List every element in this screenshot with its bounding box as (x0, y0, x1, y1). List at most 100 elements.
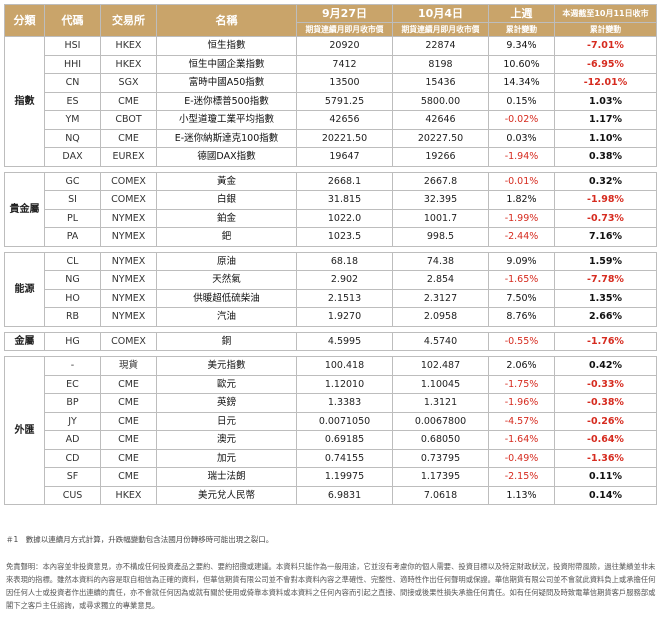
table-row: HO NYMEX 供暖超低硫柴油 2.1513 2.3127 7.50% 1.35% (5, 288, 657, 308)
table-row: SI COMEX 白銀 31.815 32.395 1.82% -1.98% (5, 190, 657, 210)
name-cell: 恒生指數 (156, 36, 297, 56)
table-row: AD CME 澳元 0.69185 0.68050 -1.64% -0.64% (5, 430, 657, 450)
price-sep27-cell: 20920 (296, 36, 393, 56)
last-week-change-cell: -2.44% (488, 227, 555, 247)
table-row: DAX EUREX 德國DAX指數 19647 19266 -1.94% 0.38% (5, 147, 657, 167)
price-sep27-cell: 1023.5 (296, 227, 393, 247)
exchange-cell: CME (100, 374, 157, 394)
price-oct4-cell: 8198 (392, 54, 489, 74)
code-cell: PL (44, 208, 101, 228)
footnote: ＃1 數據以連續月方式計算，升跌幅變動包含法國月份轉移時可能出現之裂口。 (6, 535, 274, 544)
table-row: HHI HKEX 恒生中國企業指數 7412 8198 10.60% -6.95% (5, 54, 657, 74)
this-week-change-cell: 2.66% (554, 307, 657, 327)
last-week-change-cell: 8.76% (488, 307, 555, 327)
group-label: 指數 (4, 36, 45, 167)
price-sep27-cell: 7412 (296, 54, 393, 74)
exchange-cell: COMEX (100, 171, 157, 191)
price-sep27-cell: 68.18 (296, 251, 393, 271)
this-week-change-cell: -12.01% (554, 73, 657, 93)
this-week-change-cell: -0.26% (554, 411, 657, 431)
this-week-change-cell: 0.38% (554, 147, 657, 167)
price-oct4-cell: 5800.00 (392, 91, 489, 111)
table-row: 貴金屬 GC COMEX 黃金 2668.1 2667.8 -0.01% 0.32% (4, 171, 657, 247)
last-week-change-cell: 1.82% (488, 190, 555, 210)
last-week-change-cell: 2.06% (488, 356, 555, 376)
price-oct4-cell: 74.38 (392, 251, 489, 271)
this-week-change-cell: -1.36% (554, 448, 657, 468)
this-week-change-cell: 0.14% (554, 485, 657, 505)
name-cell: E-迷你納斯達克100指數 (156, 128, 297, 148)
header-name: 名稱 (156, 4, 297, 37)
last-week-change-cell: -0.55% (488, 331, 555, 351)
this-week-change-cell: 7.16% (554, 227, 657, 247)
table-row: EC CME 歐元 1.12010 1.10045 -1.75% -0.33% (5, 374, 657, 394)
price-oct4-cell: 42646 (392, 110, 489, 130)
exchange-cell: CME (100, 448, 157, 468)
price-oct4-cell: 0.68050 (392, 430, 489, 450)
price-sep27-cell: 1.9270 (296, 307, 393, 327)
exchange-cell: COMEX (100, 331, 157, 351)
last-week-change-cell: -1.99% (488, 208, 555, 228)
code-cell: HO (44, 288, 101, 308)
table-row: YM CBOT 小型道瓊工業平均指數 42656 42646 -0.02% 1.17% (5, 110, 657, 130)
exchange-cell: CME (100, 467, 157, 487)
price-sep27-cell: 6.9831 (296, 485, 393, 505)
group-label: 能源 (4, 251, 45, 327)
code-cell: BP (44, 393, 101, 413)
price-sep27-cell: 20221.50 (296, 128, 393, 148)
price-oct4-cell: 20227.50 (392, 128, 489, 148)
table-row: PA NYMEX 鈀 1023.5 998.5 -2.44% 7.16% (5, 227, 657, 247)
exchange-cell: HKEX (100, 54, 157, 74)
this-week-change-cell: 1.59% (554, 251, 657, 271)
last-week-change-cell: 10.60% (488, 54, 555, 74)
price-sep27-cell: 1.12010 (296, 374, 393, 394)
header-date1-sub: 期貨連續月即月收市價 (296, 22, 393, 37)
table-header: 分類 代碼 交易所 名稱 9月27日 10月4日 上週 本週截至10月11日收市… (4, 4, 657, 37)
price-sep27-cell: 2.902 (296, 270, 393, 290)
last-week-change-cell: 9.09% (488, 251, 555, 271)
header-this-week: 本週截至10月11日收市 (554, 4, 657, 23)
price-sep27-cell: 1.19975 (296, 467, 393, 487)
price-oct4-cell: 102.487 (392, 356, 489, 376)
exchange-cell: CBOT (100, 110, 157, 130)
price-oct4-cell: 1.10045 (392, 374, 489, 394)
table-row: 金屬 HG COMEX 銅 4.5995 4.5740 -0.55% -1.76% (4, 331, 657, 351)
last-week-change-cell: 0.15% (488, 91, 555, 111)
price-sep27-cell: 2.1513 (296, 288, 393, 308)
exchange-cell: CME (100, 430, 157, 450)
this-week-change-cell: 1.10% (554, 128, 657, 148)
last-week-change-cell: -2.15% (488, 467, 555, 487)
price-sep27-cell: 2668.1 (296, 171, 393, 191)
price-oct4-cell: 19266 (392, 147, 489, 167)
exchange-cell: CME (100, 91, 157, 111)
name-cell: 瑞士法朗 (156, 467, 297, 487)
group-label: 外匯 (4, 356, 45, 505)
code-cell: HSI (44, 36, 101, 56)
header-code: 代碼 (44, 4, 101, 37)
price-oct4-cell: 1.17395 (392, 467, 489, 487)
name-cell: 白銀 (156, 190, 297, 210)
this-week-change-cell: -1.98% (554, 190, 657, 210)
last-week-change-cell: 0.03% (488, 128, 555, 148)
exchange-cell: NYMEX (100, 227, 157, 247)
this-week-change-cell: -0.33% (554, 374, 657, 394)
last-week-change-cell: -4.57% (488, 411, 555, 431)
disclaimer: 免責聲明：本內容並非投資意見，亦不構成任何投資產品之要約、要約招攬或建議。本資料… (6, 562, 656, 610)
code-cell: SI (44, 190, 101, 210)
price-sep27-cell: 0.74155 (296, 448, 393, 468)
name-cell: 富時中國A50指數 (156, 73, 297, 93)
last-week-change-cell: -1.65% (488, 270, 555, 290)
table-row: JY CME 日元 0.0071050 0.0067800 -4.57% -0.26% (5, 411, 657, 431)
name-cell: 澳元 (156, 430, 297, 450)
this-week-change-cell: -0.38% (554, 393, 657, 413)
code-cell: YM (44, 110, 101, 130)
exchange-cell: COMEX (100, 190, 157, 210)
price-oct4-cell: 0.73795 (392, 448, 489, 468)
table-row: CN SGX 富時中國A50指數 13500 15436 14.34% -12.01% (5, 73, 657, 93)
header-date2: 10月4日 (392, 4, 489, 23)
code-cell: GC (44, 171, 101, 191)
exchange-cell: HKEX (100, 485, 157, 505)
name-cell: 恒生中國企業指數 (156, 54, 297, 74)
table-row: SF CME 瑞士法朗 1.19975 1.17395 -2.15% 0.11% (5, 467, 657, 487)
price-oct4-cell: 32.395 (392, 190, 489, 210)
